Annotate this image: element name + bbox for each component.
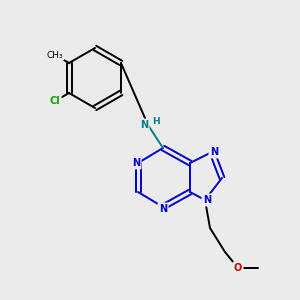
Text: N: N (203, 195, 211, 205)
Text: CH₃: CH₃ (47, 50, 64, 59)
Text: Cl: Cl (50, 96, 61, 106)
Text: O: O (234, 263, 242, 273)
Text: N: N (140, 120, 148, 130)
Text: H: H (152, 116, 160, 125)
Text: N: N (210, 147, 218, 157)
Text: N: N (132, 158, 140, 168)
Text: N: N (159, 204, 167, 214)
